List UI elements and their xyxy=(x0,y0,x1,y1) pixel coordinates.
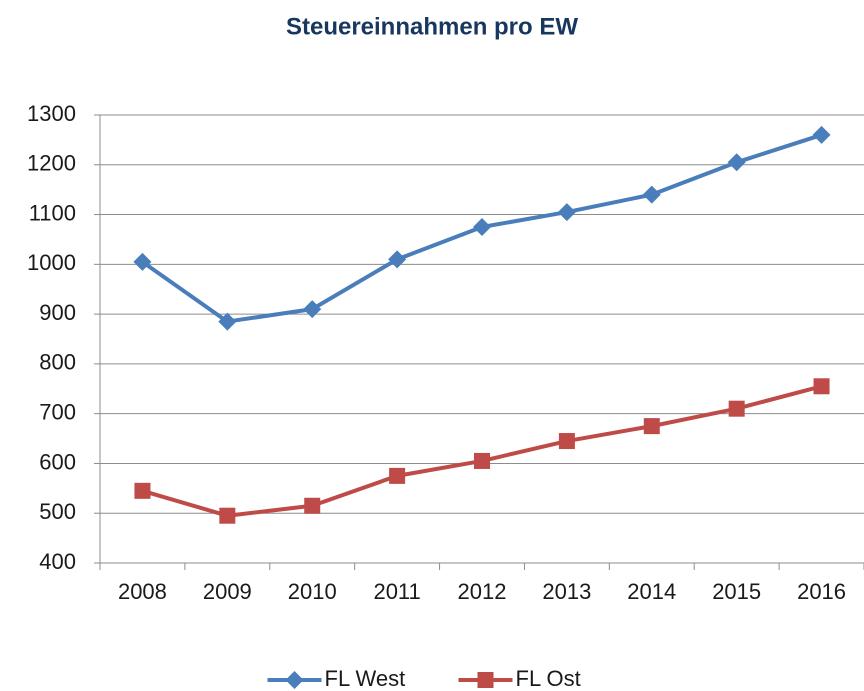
series-line xyxy=(141,384,823,518)
x-tick-label: 2015 xyxy=(712,579,761,604)
chart-title: Steuereinnahmen pro EW xyxy=(286,13,578,40)
data-point xyxy=(727,153,746,172)
y-tick-label: 700 xyxy=(39,399,76,424)
legend-marker xyxy=(285,671,304,689)
data-point xyxy=(643,418,660,435)
y-tick-label: 900 xyxy=(39,300,76,325)
legend-label: FL Ost xyxy=(516,666,581,691)
data-point xyxy=(474,452,490,469)
x-tick-label: 2010 xyxy=(288,579,337,604)
data-point xyxy=(303,300,322,319)
y-tick-label: 400 xyxy=(39,549,76,574)
x-tick-label: 2012 xyxy=(458,579,507,604)
y-tick-label: 1300 xyxy=(27,101,76,126)
data-point xyxy=(473,218,491,236)
data-point xyxy=(218,312,237,331)
x-tick-label: 2014 xyxy=(627,579,676,604)
data-point xyxy=(728,400,745,417)
x-tick-label: 2016 xyxy=(797,579,846,604)
y-tick-label: 800 xyxy=(39,350,76,375)
legend-label: FL West xyxy=(325,666,406,691)
data-point xyxy=(642,185,661,204)
data-point xyxy=(133,252,152,271)
legend-marker xyxy=(477,672,494,688)
x-tick-label: 2013 xyxy=(542,579,591,604)
data-point xyxy=(813,378,830,395)
y-tick-label: 500 xyxy=(39,499,76,524)
data-point xyxy=(557,203,576,222)
x-tick-label: 2011 xyxy=(373,579,420,604)
data-point xyxy=(812,125,831,144)
data-point xyxy=(304,497,321,514)
data-point xyxy=(134,482,151,499)
y-tick-label: 1200 xyxy=(27,151,76,176)
y-tick-label: 1000 xyxy=(27,250,76,275)
y-tick-label: 1100 xyxy=(29,200,76,225)
data-point xyxy=(219,507,236,524)
data-point xyxy=(388,250,407,269)
data-point xyxy=(389,467,406,484)
x-tick-label: 2008 xyxy=(118,579,167,604)
data-point xyxy=(558,433,575,450)
y-tick-label: 600 xyxy=(39,449,76,474)
x-tick-label: 2009 xyxy=(203,579,252,604)
